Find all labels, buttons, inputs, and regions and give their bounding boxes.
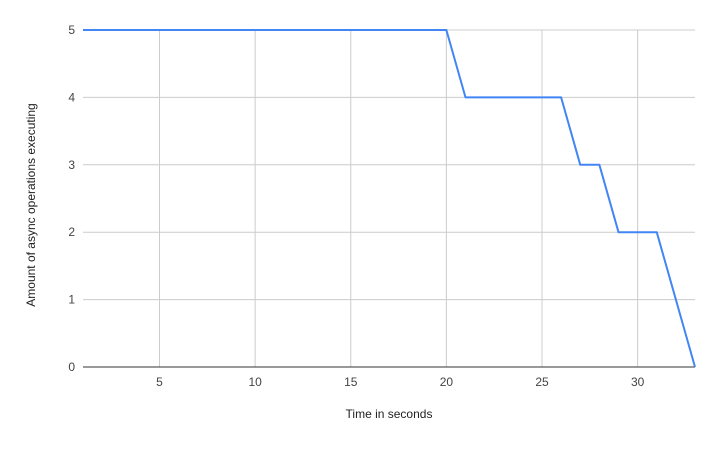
x-tick-label: 10	[248, 375, 262, 389]
x-axis-label: Time in seconds	[346, 407, 433, 421]
series-line	[83, 29, 696, 368]
y-axis-label: Amount of async operations executing	[24, 103, 38, 306]
y-tick-label: 2	[68, 225, 75, 239]
x-axis-ticks: 5 10 15 20 25 30	[156, 375, 644, 389]
y-tick-label: 1	[68, 293, 75, 307]
horizontal-gridlines	[83, 29, 695, 368]
y-tick-label: 0	[68, 360, 75, 374]
x-tick-label: 25	[535, 375, 549, 389]
y-tick-label: 5	[68, 23, 75, 37]
x-tick-label: 15	[344, 375, 358, 389]
y-tick-label: 3	[68, 158, 75, 172]
x-tick-label: 20	[440, 375, 454, 389]
vertical-gridlines	[159, 30, 639, 367]
y-tick-label: 4	[68, 90, 75, 104]
y-axis-ticks: 0 1 2 3 4 5	[68, 23, 75, 374]
x-tick-label: 30	[631, 375, 645, 389]
x-tick-label: 5	[156, 375, 163, 389]
series-group	[83, 29, 696, 368]
